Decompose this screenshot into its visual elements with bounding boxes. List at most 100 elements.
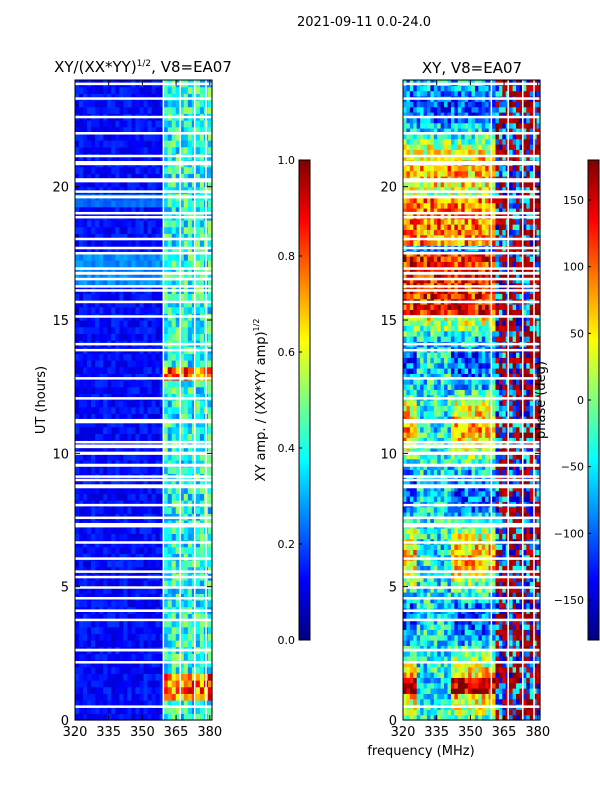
amp-heat-cell	[83, 640, 88, 648]
amp-heat-cell	[187, 393, 193, 401]
phase-heat-cell	[522, 581, 527, 588]
amp-heat-cell	[155, 180, 161, 188]
amp-heat-cell	[115, 206, 120, 214]
amp-heat-cell	[175, 300, 181, 308]
amp-heat-cell	[171, 386, 177, 394]
phase-heat-cell	[474, 661, 479, 668]
phase-heat-cell	[468, 528, 473, 534]
phase-heat-cell	[495, 618, 500, 625]
phase-heat-cell	[516, 618, 521, 625]
amp-heat-cell	[143, 413, 149, 421]
amp-heat-cell	[75, 580, 80, 588]
amp-heat-cell	[151, 260, 157, 268]
phase-heat-cell	[478, 709, 483, 716]
phase-heat-cell	[420, 597, 425, 604]
amp-heat-cell	[179, 680, 185, 688]
phase-heat-cell	[481, 512, 486, 518]
amp-heat-cell	[127, 140, 133, 148]
amp-heat-cell	[111, 613, 116, 621]
phase-heat-cell	[519, 666, 524, 673]
amp-heat-cell	[143, 320, 149, 328]
phase-heat-cell	[536, 570, 541, 577]
amp-heat-cell	[143, 666, 149, 674]
amp-heat-cell	[163, 380, 169, 388]
amp-heat-cell	[179, 93, 185, 101]
amp-heat-cell	[163, 420, 169, 428]
phase-heat-cell	[464, 586, 469, 593]
amp-heat-cell	[135, 260, 141, 268]
phase-heat-cell	[474, 650, 479, 657]
amp-heat-cell	[115, 246, 120, 254]
amp-heat-cell	[127, 500, 133, 508]
phase-heat-cell	[440, 618, 445, 625]
amp-heat-cell	[123, 420, 128, 428]
amp-heat-cell	[99, 506, 104, 514]
amp-heat-cell	[143, 640, 149, 648]
amp-heat-cell	[107, 446, 112, 454]
amp-heat-cell	[187, 320, 193, 328]
amp-heat-cell	[99, 146, 104, 154]
amp-heat-cell	[111, 173, 116, 181]
phase-heat-cell	[495, 549, 500, 556]
amp-heat-cell	[111, 93, 116, 101]
amp-heat-cell	[95, 560, 100, 568]
amp-heat-cell	[127, 166, 133, 174]
phase-heat-cell	[529, 592, 534, 598]
amp-heat-cell	[83, 120, 88, 128]
amp-heat-cell	[75, 553, 80, 561]
phase-heat-cell	[519, 592, 524, 598]
phase-heat-cell	[420, 656, 425, 662]
phase-heat-cell	[430, 693, 435, 700]
amp-heat-cell	[131, 326, 137, 334]
amp-heat-cell	[99, 206, 104, 214]
amp-heat-cell	[155, 393, 161, 401]
amp-heat-cell	[103, 660, 108, 668]
phase-heat-cell	[471, 661, 476, 668]
amp-heat-cell	[183, 280, 189, 288]
phase-heat-cell	[423, 581, 428, 588]
phase-heat-cell	[461, 656, 466, 662]
amp-heat-cell	[75, 206, 80, 214]
phase-heat-cell	[450, 512, 455, 518]
amp-flag-gap	[75, 195, 212, 199]
phase-heat-cell	[426, 496, 431, 502]
phase-heat-cell	[498, 602, 503, 609]
amp-heat-cell	[187, 433, 193, 441]
amp-heat-cell	[103, 320, 108, 328]
amp-heat-cell	[183, 593, 189, 601]
amp-heat-cell	[159, 293, 165, 301]
amp-heat-cell	[143, 686, 149, 694]
amp-heat-cell	[195, 93, 201, 101]
phase-heat-cell	[492, 714, 497, 721]
phase-heat-cell	[440, 602, 445, 609]
amp-heat-cell	[127, 493, 133, 501]
amp-heat-cell	[111, 140, 116, 148]
amp-heat-cell	[83, 440, 88, 448]
amp-heat-cell	[131, 333, 137, 341]
amp-heat-cell	[207, 653, 213, 661]
phase-heat-cell	[416, 528, 421, 534]
amp-heat-cell	[183, 306, 189, 314]
amp-heat-cell	[155, 440, 161, 448]
phase-heat-cell	[509, 677, 514, 684]
amp-heat-cell	[171, 280, 177, 288]
amp-heat-cell	[187, 226, 193, 234]
phase-heat-cell	[406, 602, 411, 609]
phase-heat-cell	[526, 581, 531, 588]
phase-heat-cell	[498, 528, 503, 534]
amp-heat-cell	[163, 686, 169, 694]
amp-heat-cell	[179, 653, 185, 661]
amp-flag-gap	[75, 315, 212, 318]
amp-heat-cell	[79, 426, 84, 434]
phase-heat-cell	[536, 544, 541, 550]
amp-heat-cell	[167, 593, 173, 601]
amp-heat-cell	[79, 633, 84, 641]
amp-heat-cell	[175, 393, 181, 401]
amp-heat-cell	[155, 586, 161, 594]
amp-heat-cell	[111, 273, 116, 281]
amp-heat-cell	[123, 146, 128, 154]
amp-heat-cell	[107, 506, 112, 514]
amp-heat-cell	[87, 146, 92, 154]
amp-heat-cell	[139, 580, 145, 588]
amp-heat-cell	[103, 440, 108, 448]
